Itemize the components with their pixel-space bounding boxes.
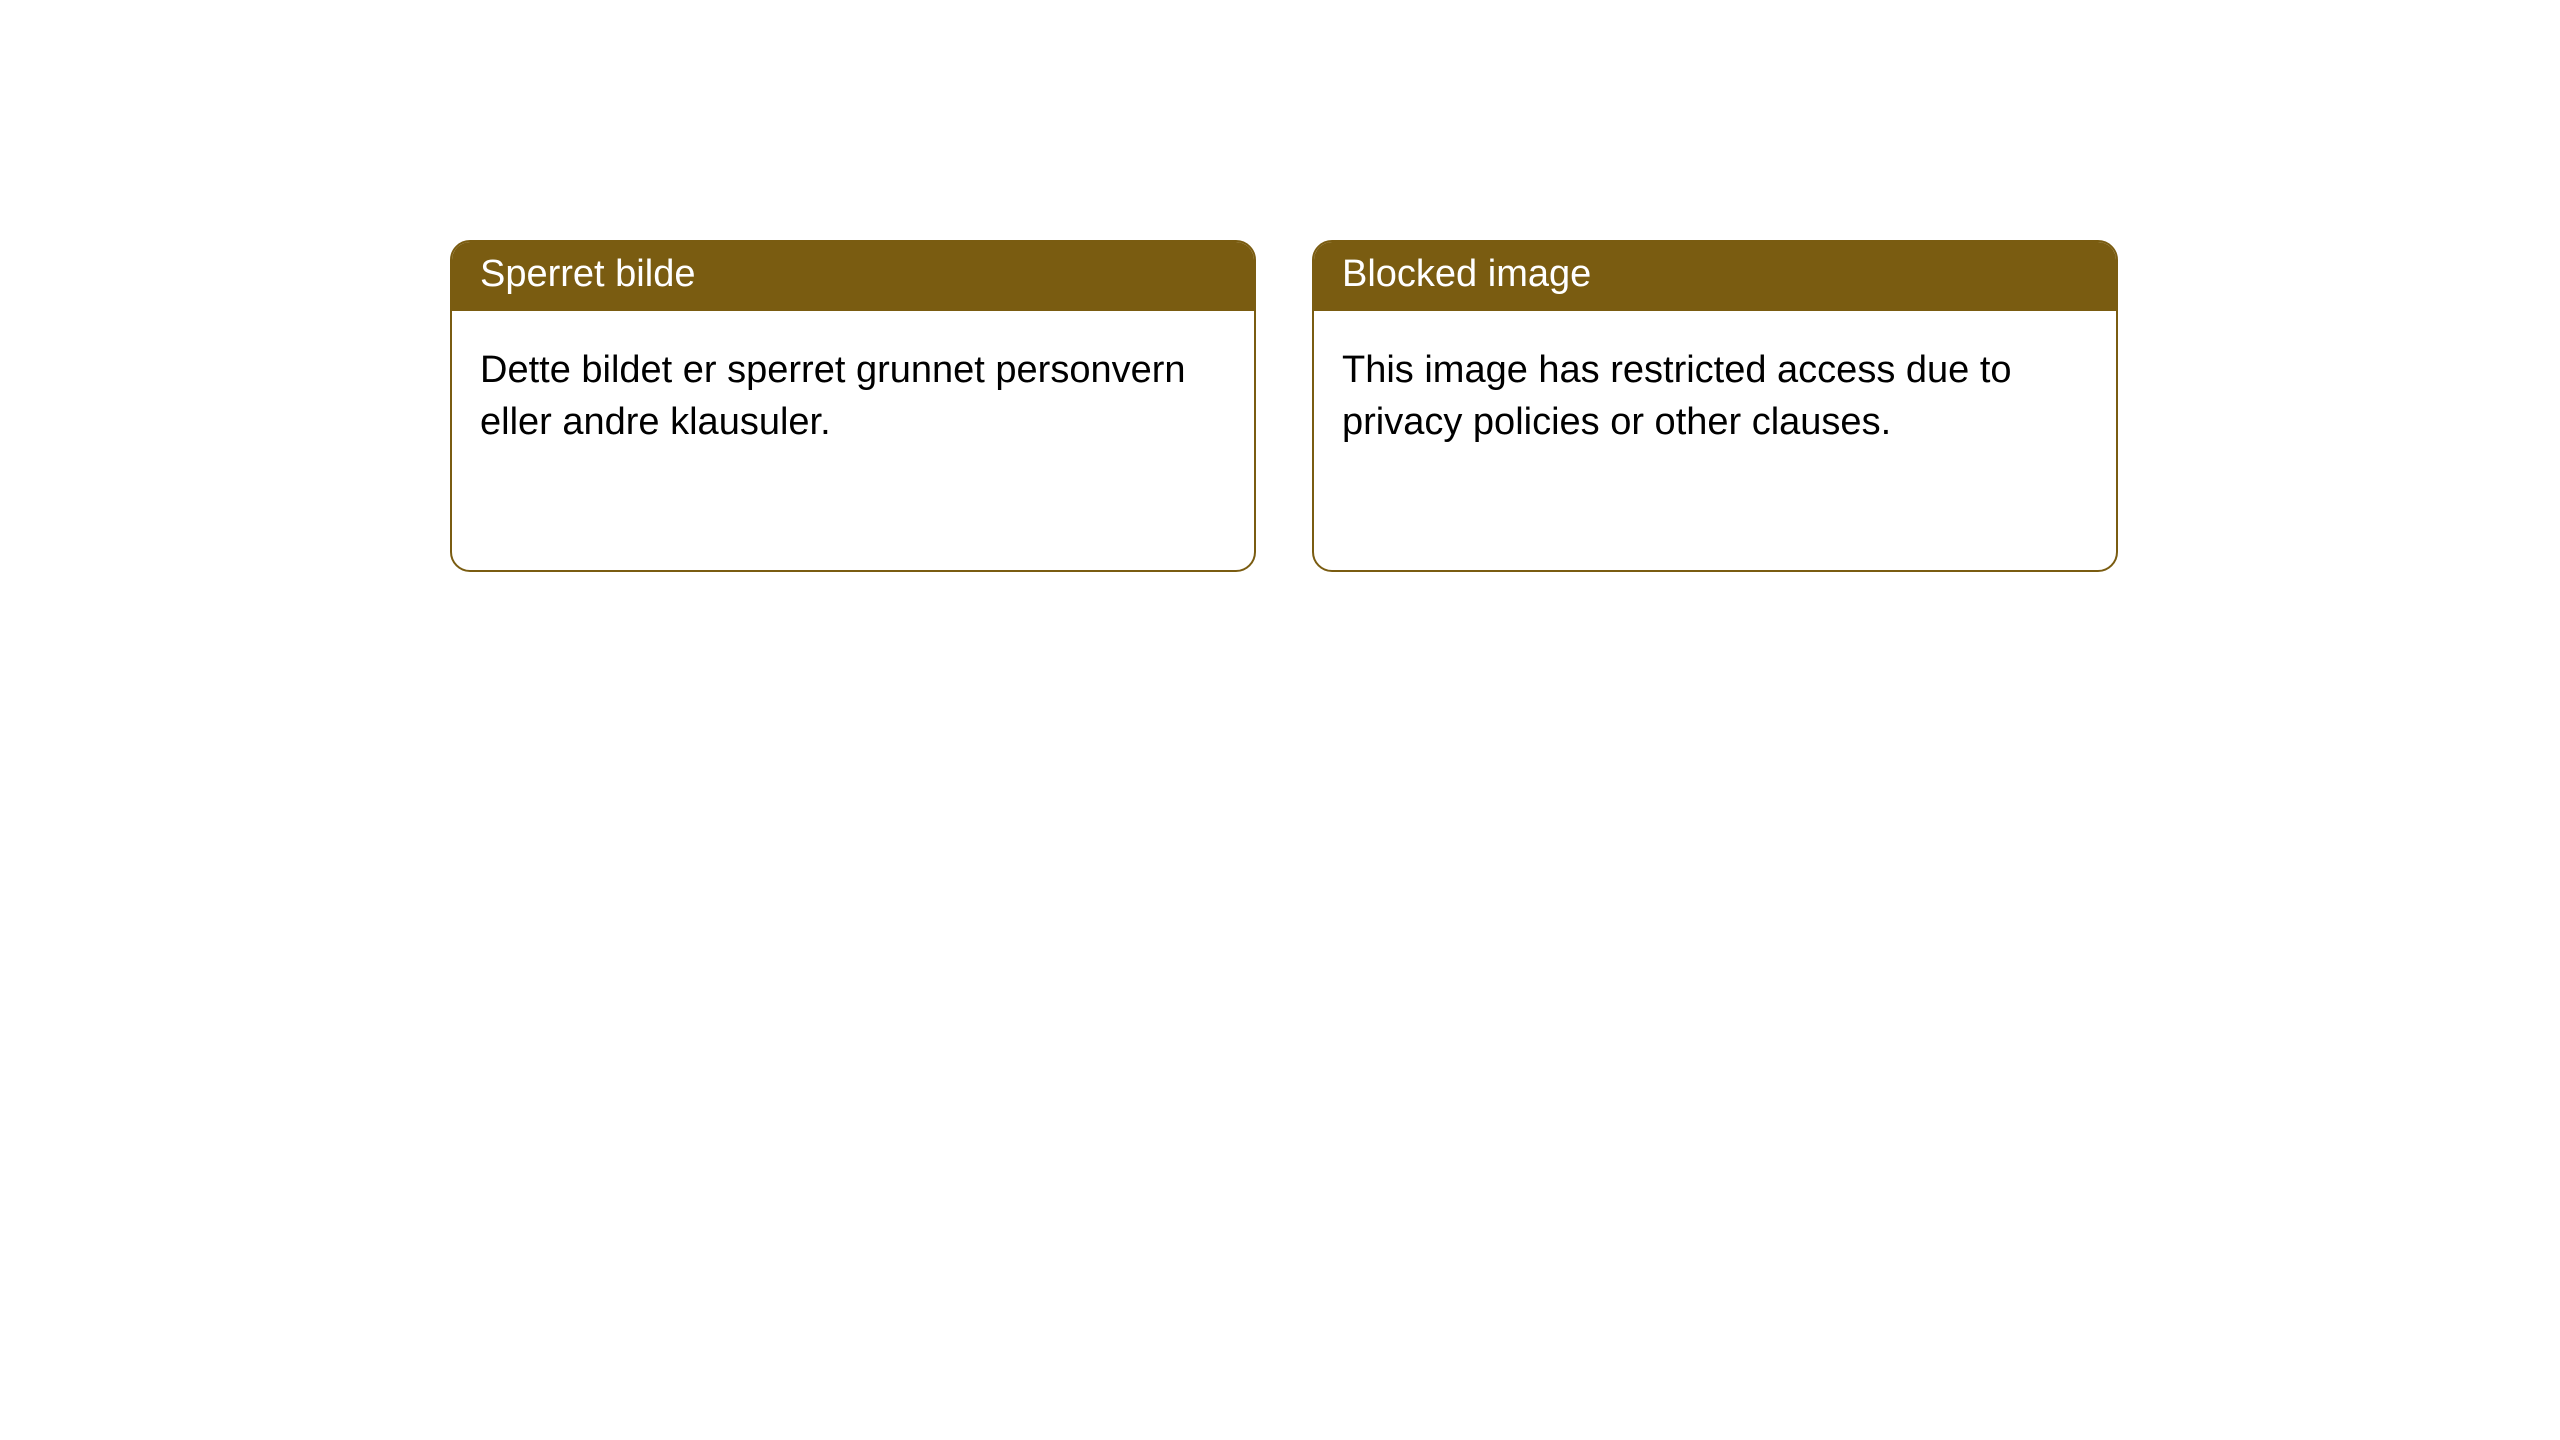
notice-text: This image has restricted access due to …	[1342, 349, 2012, 442]
notice-body: Dette bildet er sperret grunnet personve…	[452, 311, 1254, 476]
notice-title: Sperret bilde	[480, 253, 695, 295]
notice-container: Sperret bilde Dette bildet er sperret gr…	[0, 0, 2560, 572]
notice-header: Blocked image	[1314, 242, 2116, 311]
notice-title: Blocked image	[1342, 253, 1591, 295]
notice-text: Dette bildet er sperret grunnet personve…	[480, 349, 1186, 442]
notice-header: Sperret bilde	[452, 242, 1254, 311]
notice-box-english: Blocked image This image has restricted …	[1312, 240, 2118, 572]
notice-box-norwegian: Sperret bilde Dette bildet er sperret gr…	[450, 240, 1256, 572]
notice-body: This image has restricted access due to …	[1314, 311, 2116, 476]
